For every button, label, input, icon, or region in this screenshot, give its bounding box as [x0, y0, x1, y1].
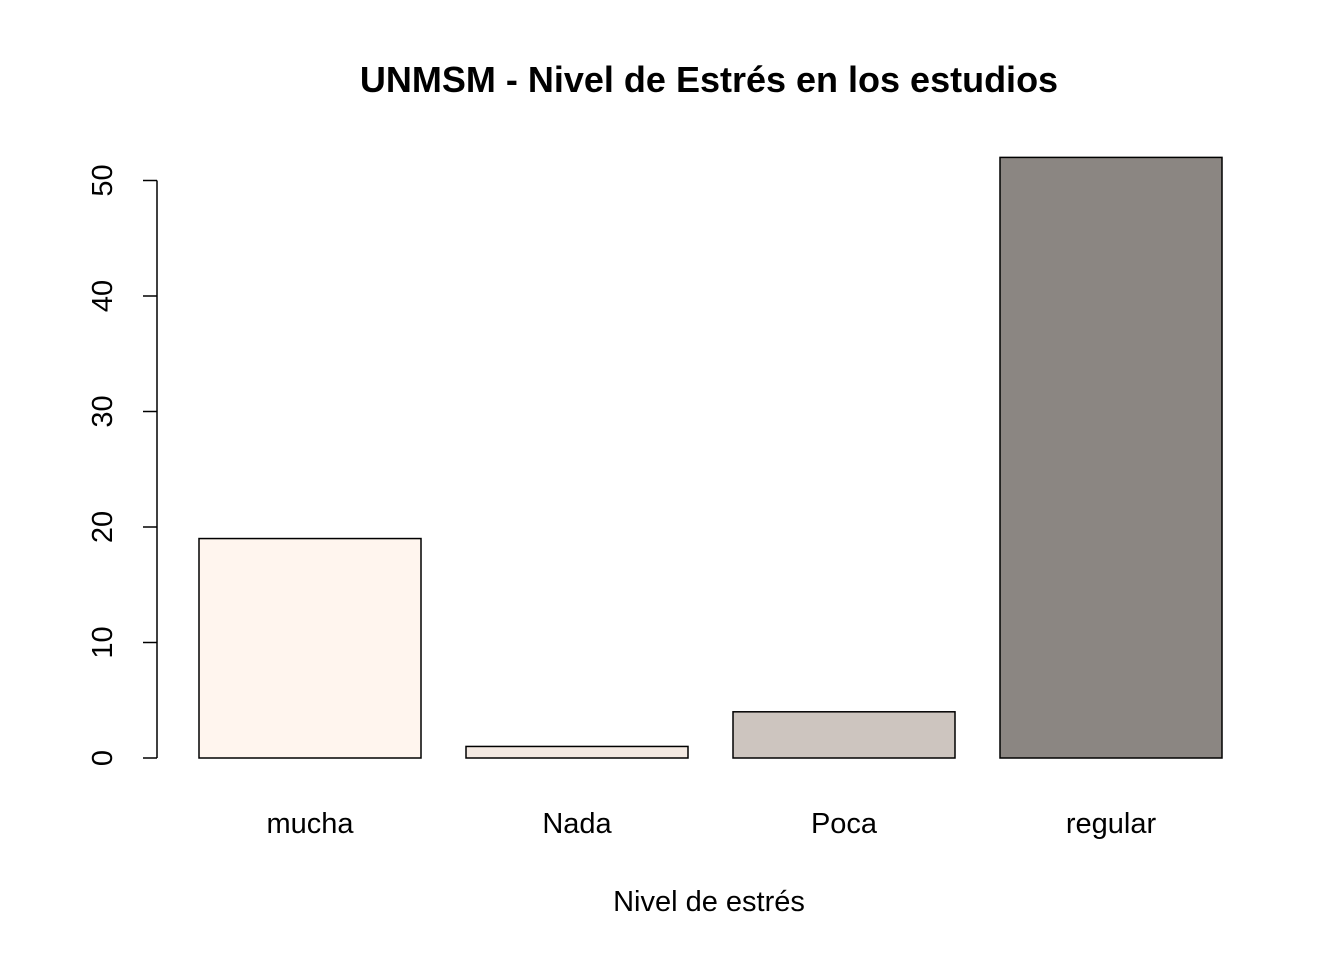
- y-axis: 0 10 20 30 40 50: [87, 164, 158, 766]
- chart-title: UNMSM - Nivel de Estrés en los estudios: [360, 59, 1058, 100]
- y-tick-label: 10: [87, 626, 119, 658]
- bar-poca: [732, 711, 956, 759]
- y-tick-label: 0: [87, 750, 119, 766]
- x-tick-label: Poca: [811, 808, 878, 840]
- y-tick-label: 30: [87, 395, 119, 427]
- x-tick-label: mucha: [266, 808, 354, 840]
- bar-nada: [465, 745, 689, 759]
- y-tick-label: 50: [87, 164, 119, 196]
- x-tick-labels: mucha Nada Poca regular: [266, 808, 1156, 840]
- y-tick-label: 40: [87, 280, 119, 312]
- bar-mucha: [198, 537, 422, 759]
- x-tick-label: regular: [1066, 808, 1157, 840]
- y-tick-label: 20: [87, 511, 119, 543]
- bar-regular: [999, 156, 1223, 759]
- x-tick-label: Nada: [542, 808, 612, 840]
- bars: [198, 156, 1223, 759]
- x-axis-label: Nivel de estrés: [613, 886, 805, 918]
